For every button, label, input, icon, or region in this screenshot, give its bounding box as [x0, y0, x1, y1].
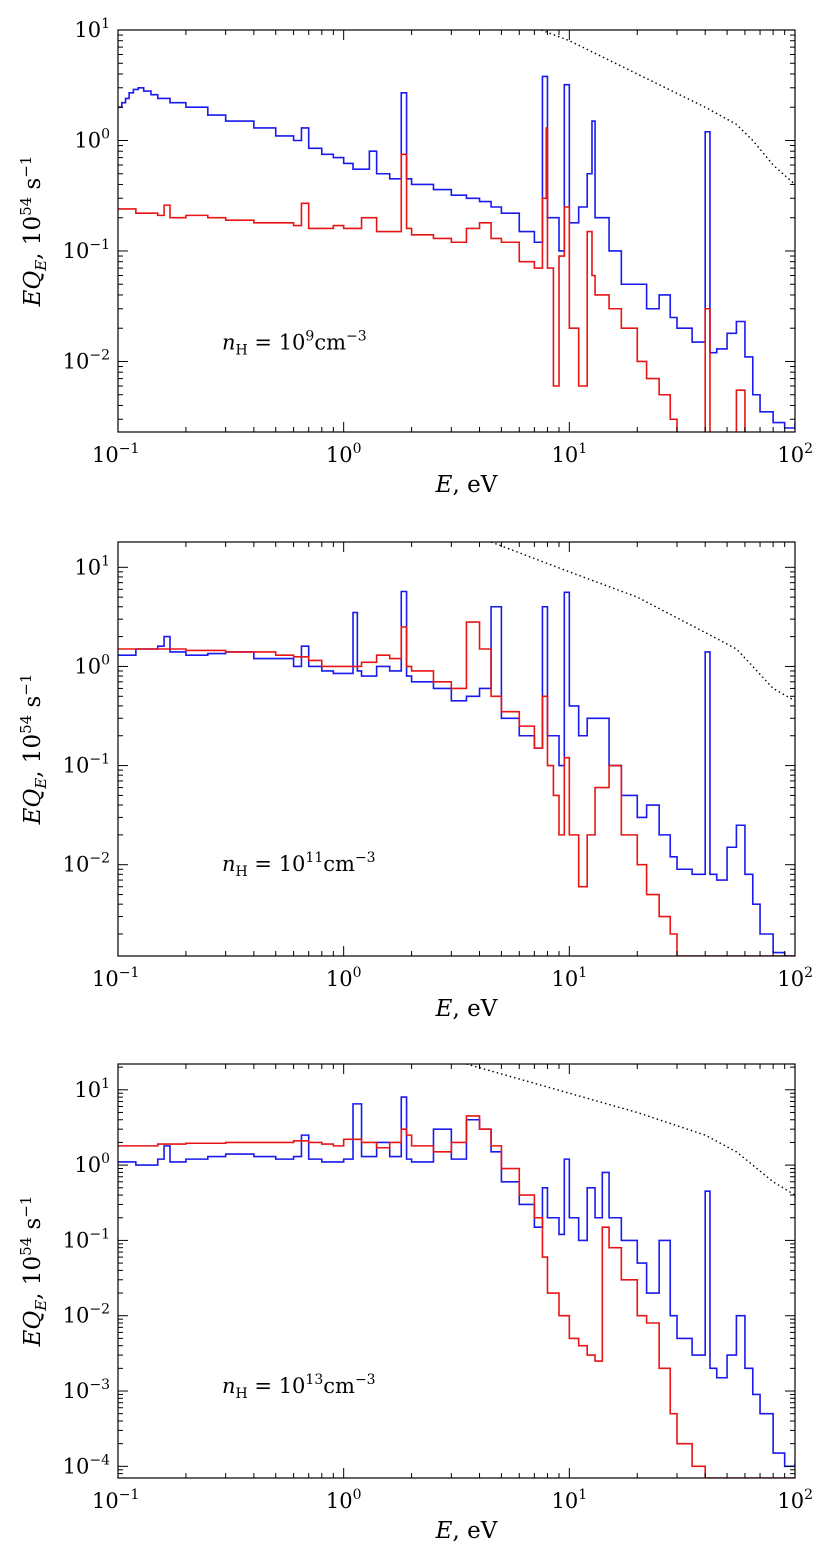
y-tick-label: 100: [74, 126, 110, 152]
y-tick-label: 10−3: [63, 1377, 110, 1403]
x-tick-label: 101: [552, 965, 588, 991]
series-reference-line: [490, 542, 795, 702]
x-tick-label: 101: [552, 441, 588, 467]
x-tick-label: 102: [777, 441, 813, 467]
density-annotation: nH = 109cm−3: [222, 329, 367, 359]
series-blue-step: [118, 590, 795, 956]
axes-frame: [117, 1063, 796, 1479]
series-blue-step: [118, 75, 795, 429]
x-tick-label: 102: [777, 1487, 813, 1513]
series-blue-step: [118, 1096, 795, 1468]
y-tick-label: 101: [74, 1076, 110, 1102]
y-tick-label: 100: [74, 652, 110, 678]
y-axis-label: EQE, 1054 s−1: [17, 1196, 50, 1348]
chart-panel-bottom: 10−1 100 101 102 10−4 10−3 10−2 10−1 100 101 E, eV…: [17, 1063, 813, 1544]
y-tick-label: 101: [74, 16, 110, 42]
x-tick-label: 101: [552, 1487, 588, 1513]
series-reference-line: [466, 1064, 795, 1196]
x-tick-label: 10−1: [92, 441, 139, 467]
y-tick-label: 101: [74, 553, 110, 579]
x-tick-label: 100: [326, 965, 362, 991]
x-tick-label: 100: [326, 1487, 362, 1513]
x-tick-label: 10−1: [92, 1487, 139, 1513]
chart-panel-top: 10−1 100 101 102 10−2 10−1 100 101 E, eV EQE, 105…: [17, 16, 813, 498]
series-red-step: [118, 621, 795, 956]
plot-area: [118, 30, 795, 432]
y-axis-label: EQE, 1054 s−1: [17, 674, 50, 826]
y-tick-label: 100: [74, 1151, 110, 1177]
axes-frame: [117, 29, 796, 433]
x-axis-label: E, eV: [435, 996, 498, 1022]
y-tick-label: 10−1: [63, 1226, 110, 1252]
x-tick-label: 100: [326, 441, 362, 467]
y-axis-label: EQE, 1054 s−1: [17, 156, 50, 308]
x-axis-label: E, eV: [435, 472, 498, 498]
density-annotation: nH = 1013cm−3: [222, 1372, 376, 1402]
series-reference-line: [540, 30, 795, 185]
plot-area: [118, 1064, 795, 1478]
series-red-step: [118, 1115, 795, 1478]
x-tick-label: 102: [777, 965, 813, 991]
x-axis-label: E, eV: [435, 1518, 498, 1544]
y-tick-label: 10−1: [63, 237, 110, 263]
y-tick-label: 10−1: [63, 752, 110, 778]
density-annotation: nH = 1011cm−3: [222, 850, 376, 880]
x-tick-label: 10−1: [92, 965, 139, 991]
tick-marks: [117, 1064, 796, 1479]
tick-marks: [117, 542, 796, 956]
plot-area: [118, 542, 795, 956]
chart-panel-middle: 10−1 100 101 102 10−2 10−1 100 101 E, eV EQE, 105…: [17, 541, 813, 1022]
y-tick-label: 10−2: [63, 347, 110, 373]
y-tick-label: 10−2: [63, 851, 110, 877]
y-tick-label: 10−4: [63, 1452, 110, 1478]
series-red-step: [118, 127, 746, 432]
y-tick-label: 10−2: [63, 1302, 110, 1328]
tick-marks: [117, 29, 796, 432]
axes-frame: [117, 541, 796, 957]
